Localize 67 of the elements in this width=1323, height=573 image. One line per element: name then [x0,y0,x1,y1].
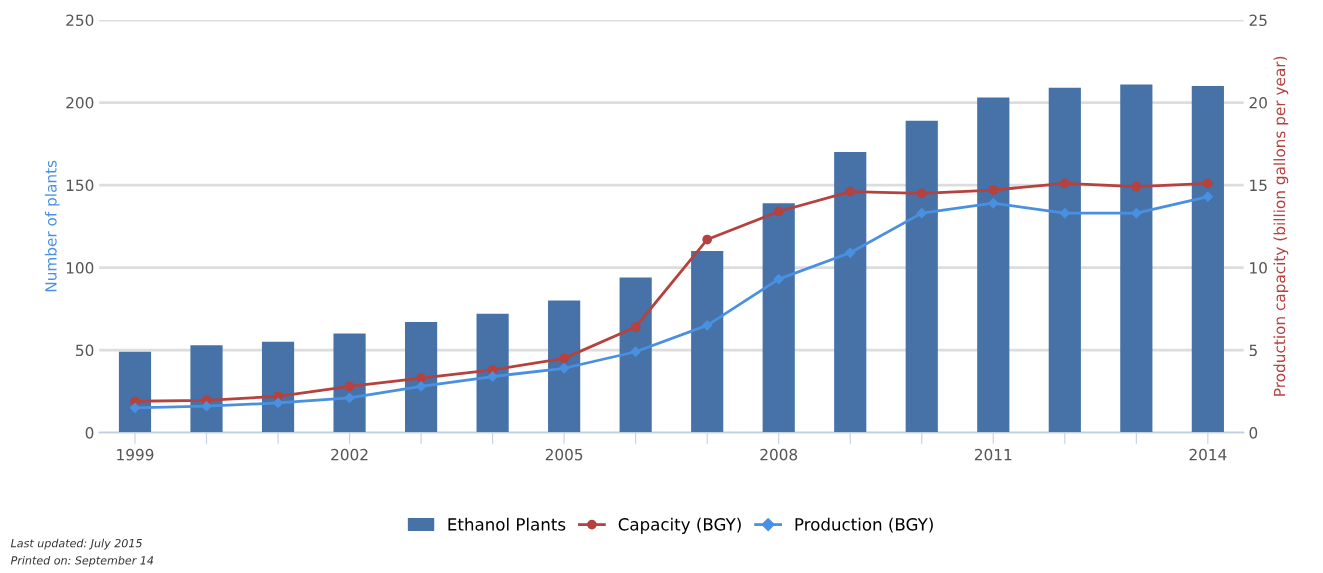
y-tick-label: 100 [66,262,94,274]
point [1131,208,1142,219]
point [630,346,641,357]
bar [404,322,438,433]
point [916,188,927,199]
point [773,206,784,217]
point [1202,178,1213,189]
point [702,234,713,245]
point [344,381,355,392]
point [415,381,427,392]
x-tick-label: 2008 [760,448,798,461]
text: Last updated: July 2015 [10,538,142,550]
y-tick-label: 0 [85,427,94,439]
legend-label: Ethanol Plants [448,517,566,531]
legend-label: Capacity (BGY) [618,517,741,534]
bar [1191,86,1224,433]
point [988,185,999,195]
bar [691,251,724,433]
bar [762,203,795,433]
y-axis-title: Number of plants [44,160,60,292]
x-tick-label: 2005 [545,448,583,461]
bar [905,120,938,433]
point [845,247,856,258]
legend-label: Production (BGY) [795,517,933,533]
point [702,320,713,331]
y2-tick-label: 10 [1250,262,1267,274]
point [773,274,784,285]
y2-tick-label: 15 [1250,179,1267,192]
text: Printed on: September 14 [10,555,154,567]
y2-axis-title: Production capacity (billion gallons per year) [1273,56,1289,396]
bar [476,313,509,433]
point [1059,208,1070,219]
point [916,208,927,219]
bar [1048,87,1081,433]
point [988,198,999,209]
point [344,392,355,404]
x-tick-label: 1999 [117,448,154,461]
bar [834,152,867,433]
point [559,353,569,364]
bar [333,333,366,433]
y2-tick-label: 20 [1249,97,1267,109]
bar [118,351,152,433]
point [1202,191,1213,202]
point [201,401,212,412]
bar [619,277,652,433]
x-tick-label: 2011 [974,448,1012,461]
y-tick-label: 150 [66,179,94,192]
y2-tick-label: 25 [1249,14,1267,27]
bar [190,345,223,433]
bar [1120,84,1153,433]
point [630,322,641,332]
y2-tick-label: 0 [1249,427,1258,439]
bar [548,300,581,433]
point [487,371,498,382]
point [416,373,426,384]
bar [261,341,295,433]
y-tick-label: 200 [66,97,94,109]
y-tick-label: 250 [66,14,94,27]
point [559,363,570,374]
y-tick-label: 50 [76,344,94,357]
point [845,186,856,197]
y2-tick-label: 5 [1249,344,1257,357]
bar [977,97,1010,433]
point [1131,181,1142,192]
point [1059,178,1070,189]
x-tick-label: 2002 [331,448,368,461]
x-tick-label: 2014 [1189,448,1227,461]
